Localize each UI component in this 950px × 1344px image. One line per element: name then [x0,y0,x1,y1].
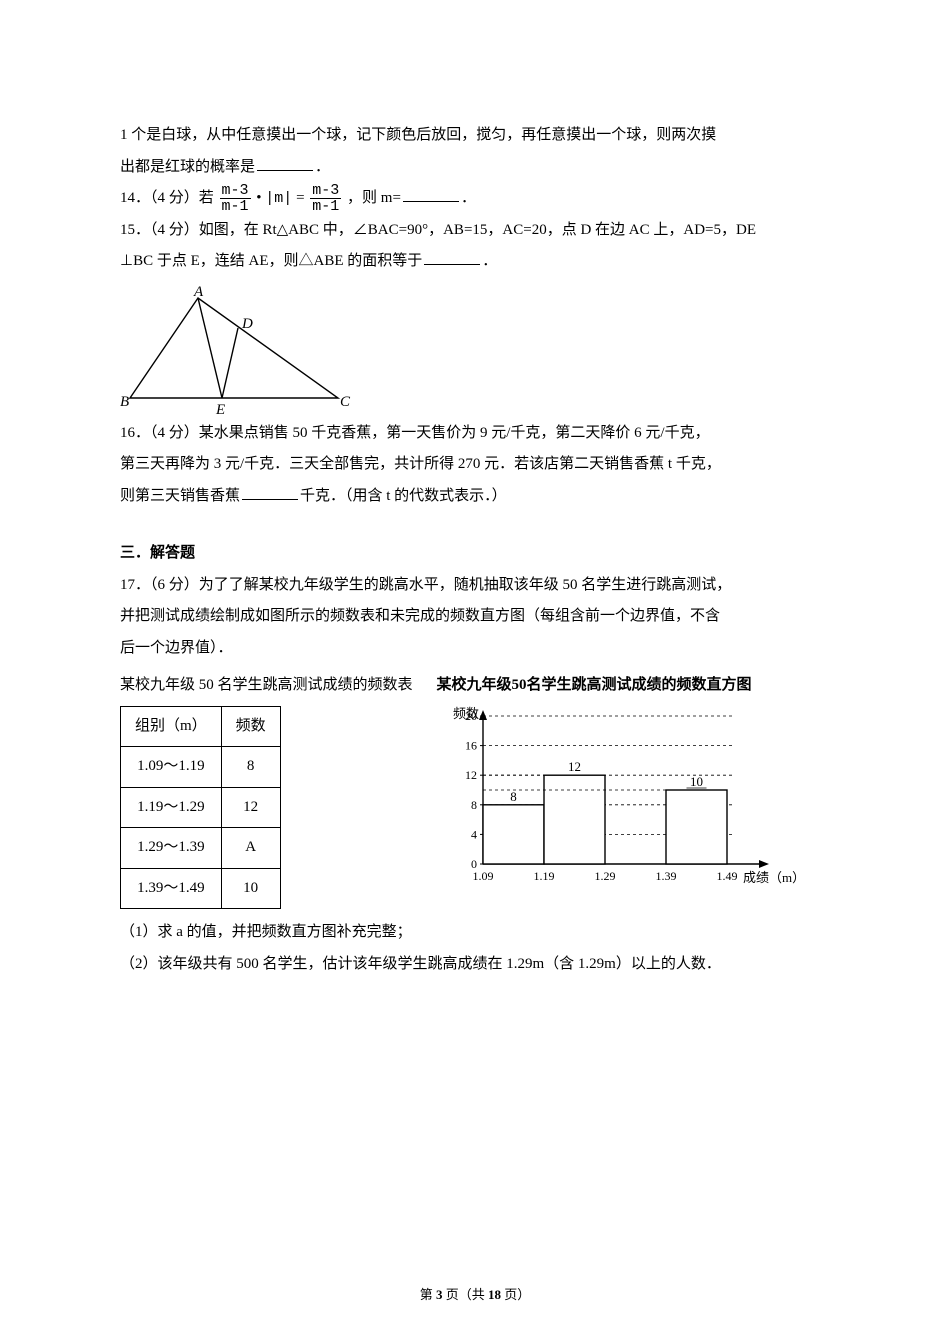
q14: 14．（4 分）若 m-3 m-1 • |m| = m-3 m-1 ，则 m= ． [120,183,830,215]
q16-line2: 第三天再降为 3 元/千克．三天全部售完，共计所得 270 元．若该店第二天销售… [120,449,830,481]
q15-text: ⊥BC 于点 E，连结 AE，则△ABE 的面积等于 [120,253,422,269]
q17-sub1: （1）求 a 的值，并把频数直方图补充完整； [120,917,830,949]
table-row: 1.29～1.39 A [121,828,281,869]
histogram: 频数048121620812101.091.191.291.391.49成绩（m… [437,704,797,894]
frac-num: m-3 [220,183,251,199]
label-E: E [215,402,225,416]
svg-text:1.09: 1.09 [472,869,493,883]
q16-3b: 千克．（用含 t 的代数式表示．） [300,488,507,504]
svg-text:16: 16 [465,738,477,752]
page-footer: 第 3 页（共 18 页） [0,1281,950,1308]
cell: 1.29～1.39 [121,828,222,869]
col-header: 组别（m） [121,706,222,747]
col-header: 频数 [221,706,280,747]
q16-line1: 16．（4 分）某水果点销售 50 千克香蕉，第一天售价为 9 元/千克，第二天… [120,418,830,450]
period: ． [461,190,476,206]
svg-text:成绩（m）: 成绩（m） [743,870,797,885]
svg-text:1.19: 1.19 [533,869,554,883]
footer-d: 18 [488,1287,501,1302]
q17-line3: 后一个边界值）． [120,633,830,665]
footer-b: 3 [436,1287,443,1302]
footer-e: 页） [504,1287,530,1302]
label-D: D [241,316,253,332]
chart-title: 某校九年级50名学生跳高测试成绩的频数直方图 [437,670,797,702]
q16-3a: 则第三天销售香蕉 [120,488,240,504]
table-row: 1.39～1.49 10 [121,868,281,909]
label-C: C [340,394,351,410]
svg-text:8: 8 [471,797,477,811]
fraction-2: m-3 m-1 [310,183,341,214]
q-cont-line2: 出都是红球的概率是 ． [120,152,830,184]
q17-sub2: （2）该年级共有 500 名学生，估计该年级学生跳高成绩在 1.29m（含 1.… [120,949,830,981]
cell: 1.09～1.19 [121,747,222,788]
svg-text:10: 10 [690,774,703,789]
svg-text:1.49: 1.49 [716,869,737,883]
svg-text:12: 12 [568,759,581,774]
frac-den: m-1 [220,199,251,214]
footer-c: 页（共 [446,1287,485,1302]
table-row: 1.19～1.29 12 [121,787,281,828]
q17-line2: 并把测试成绩绘制成如图所示的频数表和未完成的频数直方图（每组含前一个边界值，不含 [120,601,830,633]
section-3-title: 三．解答题 [120,538,830,570]
fraction-1: m-3 m-1 [220,183,251,214]
q15-line2: ⊥BC 于点 E，连结 AE，则△ABE 的面积等于 ． [120,246,830,278]
q15-line1: 15．（4 分）如图，在 Rt△ABC 中，∠BAC=90°，AB=15，AC=… [120,215,830,247]
period: ． [315,159,330,175]
triangle-figure: A B C D E [120,284,352,416]
cell: A [221,828,280,869]
q14-prefix: 14．（4 分）若 [120,190,214,206]
q17-row: 某校九年级 50 名学生跳高测试成绩的频数表 组别（m） 频数 1.09～1.1… [120,670,830,909]
q16-line3: 则第三天销售香蕉 千克．（用含 t 的代数式表示．） [120,481,830,513]
footer-a: 第 [420,1287,433,1302]
page: 1 个是白球，从中任意摸出一个球，记下颜色后放回，搅匀，再任意摸出一个球，则两次… [0,0,950,1344]
cell: 12 [221,787,280,828]
svg-text:4: 4 [471,827,477,841]
svg-text:1.39: 1.39 [655,869,676,883]
dot: • [256,190,261,206]
cell: 10 [221,868,280,909]
frequency-table-block: 某校九年级 50 名学生跳高测试成绩的频数表 组别（m） 频数 1.09～1.1… [120,670,413,909]
blank [403,186,459,202]
table-row: 组别（m） 频数 [121,706,281,747]
frac-den: m-1 [310,199,341,214]
label-B: B [120,394,129,410]
cell: 8 [221,747,280,788]
abs-m: |m| [265,190,292,207]
histogram-block: 某校九年级50名学生跳高测试成绩的频数直方图 频数048121620812101… [437,670,797,906]
eq: = [296,190,304,206]
frac-num: m-3 [310,183,341,199]
table-caption: 某校九年级 50 名学生跳高测试成绩的频数表 [120,670,413,702]
frequency-table: 组别（m） 频数 1.09～1.19 8 1.19～1.29 12 1.29～1… [120,706,281,910]
q17-line1: 17．（6 分）为了了解某校九年级学生的跳高水平，随机抽取该年级 50 名学生进… [120,570,830,602]
table-row: 1.09～1.19 8 [121,747,281,788]
period: ． [482,253,497,269]
then: ，则 m= [347,190,401,206]
blank [242,484,298,500]
svg-text:1.29: 1.29 [594,869,615,883]
blank [257,155,313,171]
cell: 1.19～1.29 [121,787,222,828]
cell: 1.39～1.49 [121,868,222,909]
q-cont-line1: 1 个是白球，从中任意摸出一个球，记下颜色后放回，搅匀，再任意摸出一个球，则两次… [120,120,830,152]
svg-text:8: 8 [510,788,517,803]
label-A: A [193,284,204,300]
q-cont-text: 出都是红球的概率是 [120,159,255,175]
svg-text:20: 20 [465,709,477,723]
blank [424,249,480,265]
svg-text:12: 12 [465,768,477,782]
